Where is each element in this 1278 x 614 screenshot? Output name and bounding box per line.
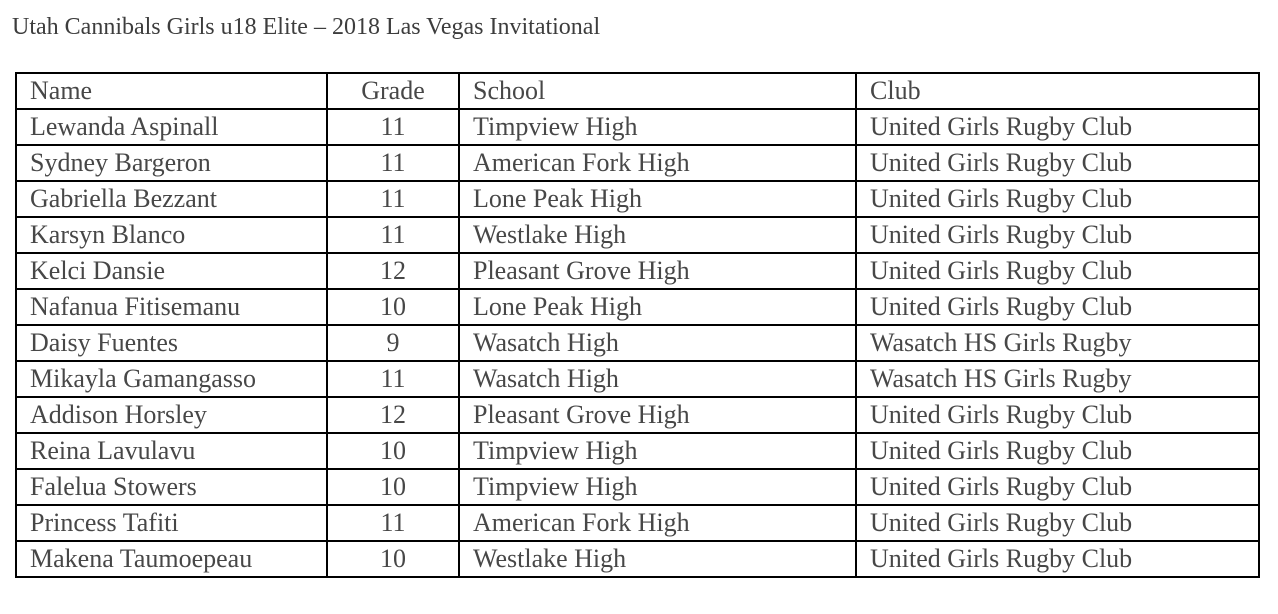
header-cell-grade: Grade (326, 72, 460, 110)
table-row: Addison Horsley 12 Pleasant Grove High Unit… (15, 396, 1260, 434)
cell-club: United Girls Rugby Club (855, 396, 1260, 434)
cell-club: United Girls Rugby Club (855, 108, 1260, 146)
cell-school: Timpview High (458, 108, 857, 146)
table-row: Lewanda Aspinall 11 Timpview High United Gi… (15, 108, 1260, 146)
cell-club: United Girls Rugby Club (855, 216, 1260, 254)
cell-school: Pleasant Grove High (458, 252, 857, 290)
cell-name: Daisy Fuentes (15, 324, 328, 362)
cell-club: Wasatch HS Girls Rugby (855, 360, 1260, 398)
cell-grade: 12 (326, 396, 460, 434)
cell-name: Karsyn Blanco (15, 216, 328, 254)
header-cell-name: Name (15, 72, 328, 110)
cell-name: Lewanda Aspinall (15, 108, 328, 146)
cell-name: Kelci Dansie (15, 252, 328, 290)
cell-school: American Fork High (458, 504, 857, 542)
cell-grade: 9 (326, 324, 460, 362)
cell-name: Falelua Stowers (15, 468, 328, 506)
cell-grade: 10 (326, 540, 460, 578)
cell-name: Princess Tafiti (15, 504, 328, 542)
header-cell-club: Club (855, 72, 1260, 110)
cell-name: Reina Lavulavu (15, 432, 328, 470)
roster-table: Name Grade School Club Lewanda Aspinall 11 Tim… (15, 72, 1260, 578)
cell-school: Wasatch High (458, 360, 857, 398)
table-row: Kelci Dansie 12 Pleasant Grove High United … (15, 252, 1260, 290)
cell-school: American Fork High (458, 144, 857, 182)
cell-name: Makena Taumoepeau (15, 540, 328, 578)
cell-club: United Girls Rugby Club (855, 144, 1260, 182)
cell-school: Wasatch High (458, 324, 857, 362)
cell-grade: 11 (326, 144, 460, 182)
cell-grade: 11 (326, 360, 460, 398)
cell-grade: 11 (326, 216, 460, 254)
cell-grade: 10 (326, 468, 460, 506)
cell-school: Pleasant Grove High (458, 396, 857, 434)
cell-school: Westlake High (458, 216, 857, 254)
table-row: Falelua Stowers 10 Timpview High United Gir… (15, 468, 1260, 506)
table-row: Karsyn Blanco 11 Westlake High United Girls… (15, 216, 1260, 254)
cell-school: Timpview High (458, 432, 857, 470)
cell-grade: 10 (326, 432, 460, 470)
cell-school: Lone Peak High (458, 180, 857, 218)
header-cell-school: School (458, 72, 857, 110)
cell-grade: 12 (326, 252, 460, 290)
cell-grade: 11 (326, 180, 460, 218)
cell-name: Addison Horsley (15, 396, 328, 434)
cell-club: United Girls Rugby Club (855, 288, 1260, 326)
table-row: Makena Taumoepeau 10 Westlake High United G… (15, 540, 1260, 578)
table-row: Daisy Fuentes 9 Wasatch High Wasatch HS Gir… (15, 324, 1260, 362)
table-row: Sydney Bargeron 11 American Fork High Unite… (15, 144, 1260, 182)
cell-school: Lone Peak High (458, 288, 857, 326)
cell-name: Gabriella Bezzant (15, 180, 328, 218)
cell-school: Westlake High (458, 540, 857, 578)
cell-name: Sydney Bargeron (15, 144, 328, 182)
cell-school: Timpview High (458, 468, 857, 506)
cell-name: Mikayla Gamangasso (15, 360, 328, 398)
cell-club: Wasatch HS Girls Rugby (855, 324, 1260, 362)
cell-grade: 11 (326, 504, 460, 542)
cell-club: United Girls Rugby Club (855, 504, 1260, 542)
table-row: Reina Lavulavu 10 Timpview High United Girl… (15, 432, 1260, 470)
cell-name: Nafanua Fitisemanu (15, 288, 328, 326)
cell-club: United Girls Rugby Club (855, 540, 1260, 578)
cell-club: United Girls Rugby Club (855, 180, 1260, 218)
cell-grade: 10 (326, 288, 460, 326)
cell-grade: 11 (326, 108, 460, 146)
table-row: Nafanua Fitisemanu 10 Lone Peak High United… (15, 288, 1260, 326)
document-title: Utah Cannibals Girls u18 Elite – 2018 La… (12, 14, 601, 40)
table-row: Princess Tafiti 11 American Fork High Unite… (15, 504, 1260, 542)
cell-club: United Girls Rugby Club (855, 252, 1260, 290)
table-row: Gabriella Bezzant 11 Lone Peak High United … (15, 180, 1260, 218)
cell-club: United Girls Rugby Club (855, 468, 1260, 506)
table-header-row: Name Grade School Club (15, 72, 1260, 110)
cell-club: United Girls Rugby Club (855, 432, 1260, 470)
table-row: Mikayla Gamangasso 11 Wasatch High Wasatch … (15, 360, 1260, 398)
